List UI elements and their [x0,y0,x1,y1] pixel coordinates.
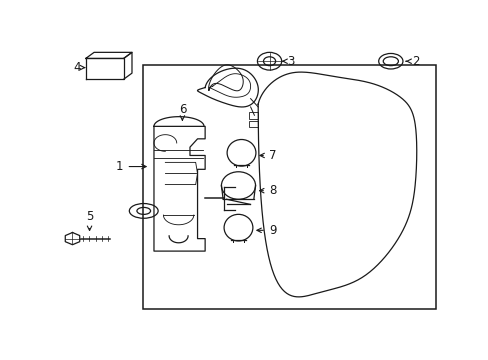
Text: 6: 6 [178,103,186,120]
Text: 2: 2 [406,55,418,68]
Text: 5: 5 [86,210,93,230]
Text: 3: 3 [283,55,293,68]
Text: 7: 7 [260,149,276,162]
Text: 4: 4 [74,61,84,74]
Text: 8: 8 [259,184,276,197]
Bar [142,66,435,309]
Text: 1: 1 [116,160,146,173]
Text: 9: 9 [256,224,276,237]
